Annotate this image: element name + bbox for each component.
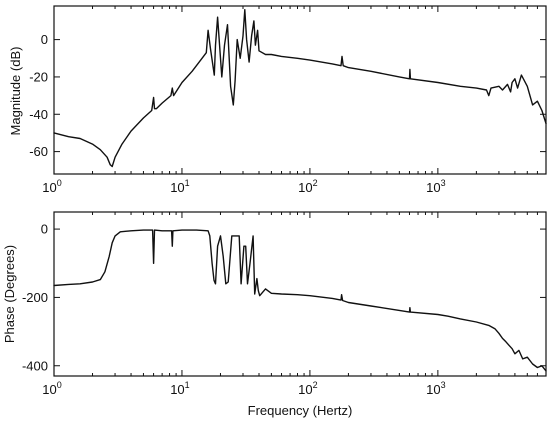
magnitude-x-tick-label: 100 [42,178,61,195]
magnitude-x-tick-label: 101 [170,178,189,195]
phase-plot-frame [53,211,547,377]
magnitude-y-tick-label: -40 [29,107,48,122]
magnitude-series [53,8,547,168]
magnitude-y-tick-label: -20 [29,69,48,84]
magnitude-x-tick-label: 103 [426,178,445,195]
phase-y-axis-label: Phase (Degrees) [2,245,17,343]
frequency-x-axis-label: Frequency (Hertz) [248,403,353,418]
magnitude-plot-frame [53,5,547,175]
phase-y-tick-label: 0 [41,222,48,237]
magnitude-y-tick-label: 0 [41,32,48,47]
phase-x-tick-label: 103 [426,380,445,397]
phase-ticks [53,212,547,376]
phase-x-tick-label: 101 [170,380,189,397]
magnitude-ticks [53,6,547,174]
phase-y-tick-label: -200 [22,290,48,305]
magnitude-y-tick-label: -60 [29,144,48,159]
phase-response-curve [53,229,547,372]
phase-x-tick-label: 100 [42,380,61,397]
magnitude-response-curve [53,8,547,168]
magnitude-tick-labels: 100 101 102 103 0 -20 -40 -60 [29,32,445,195]
phase-y-tick-label: -400 [22,358,48,373]
magnitude-x-tick-label: 102 [298,178,317,195]
magnitude-panel: 100 101 102 103 0 -20 -40 -60 Magnitude (dB) [8,5,547,195]
phase-panel: 100 101 102 103 0 -200 -400 Phase (Degrees) Fr… [2,211,547,418]
phase-x-tick-label: 102 [298,380,317,397]
magnitude-y-axis-label: Magnitude (dB) [8,47,23,136]
phase-tick-labels: 100 101 102 103 0 -200 -400 [22,222,446,397]
phase-series [53,229,547,372]
